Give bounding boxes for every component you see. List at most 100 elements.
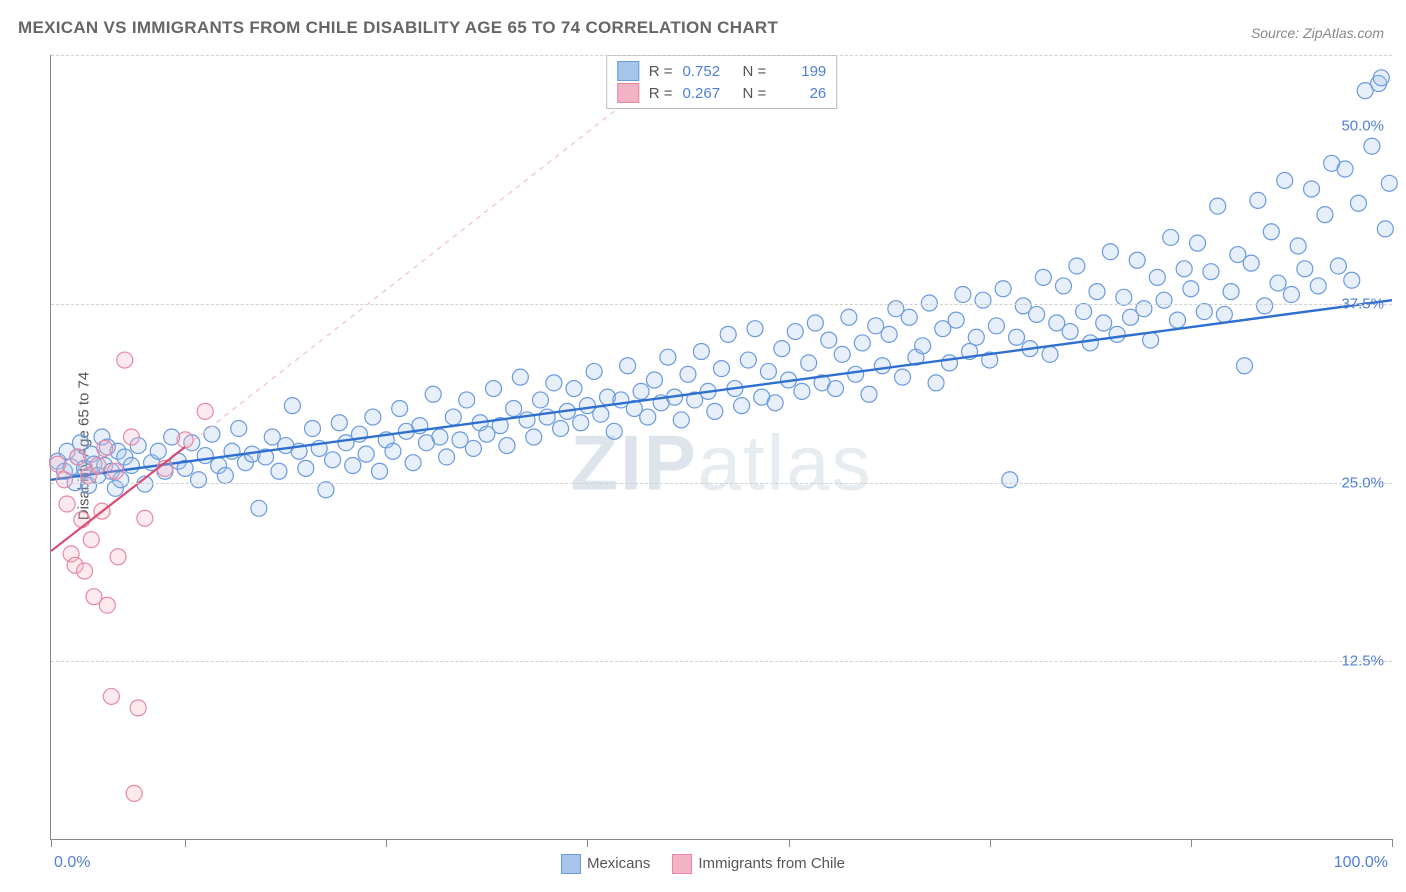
data-point [720, 326, 736, 342]
x-tick [386, 839, 387, 847]
legend-r-value: 0.752 [683, 63, 733, 80]
data-point [673, 412, 689, 428]
data-point [707, 403, 723, 419]
data-point [1143, 332, 1159, 348]
data-point [1250, 192, 1266, 208]
chart-container: MEXICAN VS IMMIGRANTS FROM CHILE DISABIL… [0, 0, 1406, 892]
data-point [1310, 278, 1326, 294]
data-point [988, 318, 1004, 334]
y-tick-label: 50.0% [1341, 118, 1384, 135]
plot-svg [51, 55, 1392, 839]
legend-swatch [672, 854, 692, 874]
plot-area: ZIPatlas R =0.752N =199R =0.267N =26 12.… [50, 55, 1392, 840]
data-point [77, 563, 93, 579]
data-point [1096, 315, 1112, 331]
data-point [50, 456, 66, 472]
data-point [1089, 284, 1105, 300]
data-point [948, 312, 964, 328]
data-point [506, 401, 522, 417]
x-tick [1392, 839, 1393, 847]
x-tick [51, 839, 52, 847]
data-point [325, 452, 341, 468]
data-point [874, 358, 890, 374]
source-label: Source: ZipAtlas.com [1251, 25, 1384, 41]
legend-label: Mexicans [587, 855, 650, 872]
x-axis-min-label: 0.0% [54, 854, 90, 872]
data-point [103, 688, 119, 704]
data-point [1176, 261, 1192, 277]
data-point [794, 383, 810, 399]
data-point [123, 458, 139, 474]
data-point [1129, 252, 1145, 268]
data-point [1277, 172, 1293, 188]
data-point [425, 386, 441, 402]
data-point [767, 395, 783, 411]
data-point [821, 332, 837, 348]
data-point [1116, 289, 1132, 305]
data-point [1304, 181, 1320, 197]
data-point [1290, 238, 1306, 254]
data-point [59, 496, 75, 512]
data-point [995, 281, 1011, 297]
data-point [1076, 304, 1092, 320]
data-point [1317, 207, 1333, 223]
data-point [1364, 138, 1380, 154]
data-point [1102, 244, 1118, 260]
data-point [573, 415, 589, 431]
data-point [217, 468, 233, 484]
data-point [921, 295, 937, 311]
data-point [1069, 258, 1085, 274]
data-point [1055, 278, 1071, 294]
data-point [646, 372, 662, 388]
data-point [787, 324, 803, 340]
data-point [941, 355, 957, 371]
legend-label: Immigrants from Chile [698, 855, 845, 872]
data-point [586, 363, 602, 379]
data-point [90, 458, 106, 474]
legend-row: R =0.267N =26 [617, 82, 827, 104]
data-point [405, 455, 421, 471]
data-point [1136, 301, 1152, 317]
gridline [51, 483, 1392, 484]
data-point [284, 398, 300, 414]
series-legend: Mexicans Immigrants from Chile [561, 854, 845, 874]
data-point [1203, 264, 1219, 280]
data-point [680, 366, 696, 382]
data-point [895, 369, 911, 385]
data-point [1377, 221, 1393, 237]
data-point [1236, 358, 1252, 374]
data-point [1373, 70, 1389, 86]
data-point [526, 429, 542, 445]
data-point [445, 409, 461, 425]
data-point [439, 449, 455, 465]
legend-n-value: 26 [776, 85, 826, 102]
data-point [512, 369, 528, 385]
data-point [1190, 235, 1206, 251]
data-point [365, 409, 381, 425]
data-point [1216, 306, 1232, 322]
data-point [928, 375, 944, 391]
x-tick [185, 839, 186, 847]
y-tick-label: 25.0% [1341, 474, 1384, 491]
data-point [848, 366, 864, 382]
data-point [123, 429, 139, 445]
data-point [553, 420, 569, 436]
data-point [606, 423, 622, 439]
correlation-legend: R =0.752N =199R =0.267N =26 [606, 55, 838, 109]
legend-r-label: R = [649, 63, 673, 80]
data-point [345, 458, 361, 474]
legend-n-value: 199 [776, 63, 826, 80]
data-point [74, 512, 90, 528]
data-point [633, 383, 649, 399]
data-point [331, 415, 347, 431]
data-point [532, 392, 548, 408]
data-point [197, 448, 213, 464]
data-point [1243, 255, 1259, 271]
data-point [251, 500, 267, 516]
trend-line [51, 300, 1392, 480]
data-point [97, 440, 113, 456]
legend-swatch [617, 61, 639, 81]
data-point [660, 349, 676, 365]
data-point [834, 346, 850, 362]
data-point [318, 482, 334, 498]
